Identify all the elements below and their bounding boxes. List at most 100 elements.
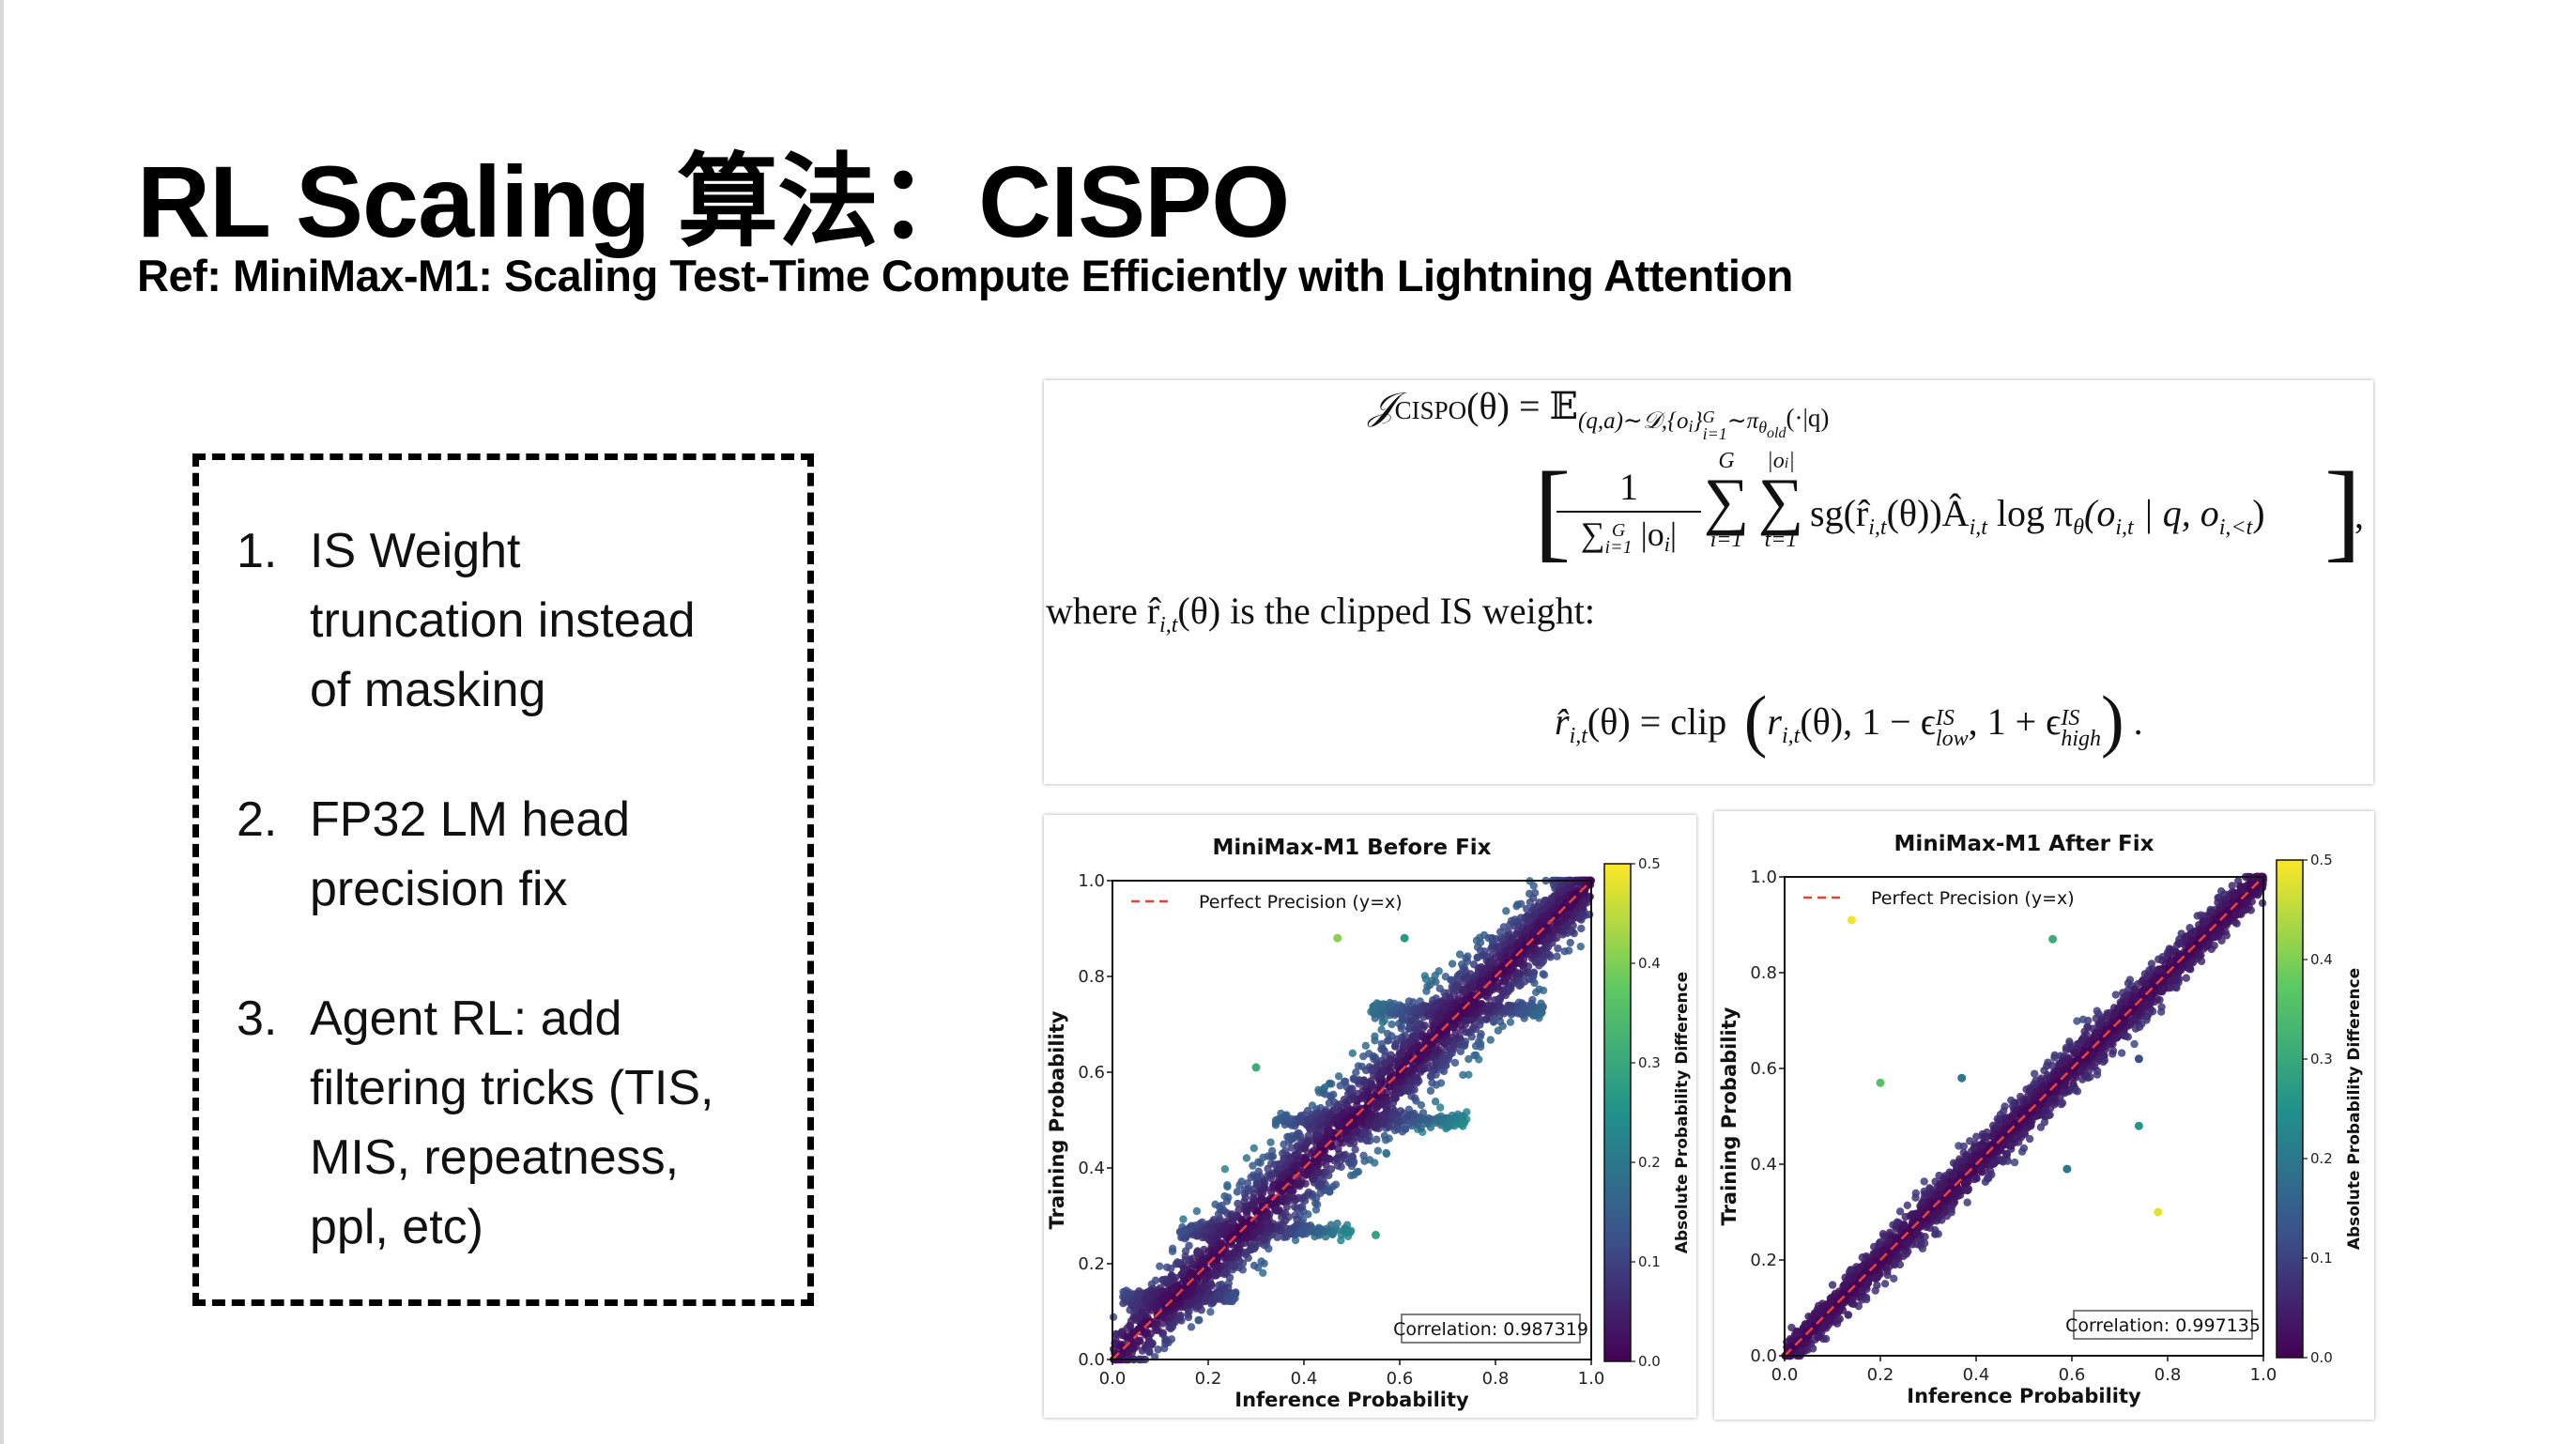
scatter-point: [1304, 1137, 1312, 1146]
scatter-point: [1549, 880, 1558, 889]
scatter-point: [2036, 1123, 2046, 1131]
scatter-point: [1268, 1152, 1278, 1160]
x-tick-label: 0.2: [1195, 1369, 1222, 1389]
band-point: [1333, 1113, 1342, 1122]
scatter-point: [1412, 1073, 1420, 1082]
scatter-point: [1432, 1046, 1440, 1054]
scatter-point: [1469, 960, 1479, 969]
scatter-point: [1316, 1139, 1326, 1148]
band-point: [1343, 1228, 1353, 1237]
scatter-point: [1230, 1247, 1239, 1256]
scatter-point: [1285, 1175, 1294, 1184]
scatter-point: [1247, 1245, 1255, 1254]
scatter-point: [1352, 1068, 1360, 1077]
scatter-point: [1400, 1040, 1408, 1050]
band-point: [1429, 1004, 1437, 1012]
scatter-point: [1360, 1079, 1369, 1087]
scatter-point: [1274, 1165, 1282, 1174]
scatter-point: [1212, 1270, 1220, 1280]
scatter-point: [1233, 1188, 1242, 1196]
scatter-point: [1395, 1077, 1403, 1085]
scatter-point: [1844, 1311, 1852, 1319]
scatter-point: [1409, 1060, 1418, 1068]
scatter-point: [2073, 1017, 2081, 1025]
scatter-point: [1470, 1051, 1479, 1060]
scatter-point: [1516, 980, 1526, 989]
scatter-point: [1467, 980, 1477, 989]
x-tick-label: 0.0: [1099, 1369, 1127, 1389]
scatter-point: [1498, 977, 1508, 986]
scatter-point: [1288, 1192, 1297, 1201]
scatter-point: [1554, 944, 1562, 953]
scatter-point: [1464, 1054, 1473, 1064]
band-point: [1216, 1227, 1224, 1236]
right-bracket: ]: [2324, 449, 2362, 572]
scatter-point: [1327, 1080, 1336, 1088]
scatter-point: [1248, 1199, 1256, 1207]
scatter-point: [1529, 952, 1538, 961]
scatter-point: [1394, 1084, 1403, 1093]
y-tick-label: 1.0: [1078, 871, 1105, 891]
scatter-point: [1506, 1018, 1515, 1026]
scatter-point: [1510, 915, 1519, 924]
slide-left-edge: [0, 0, 4, 1444]
band-point: [1180, 1226, 1188, 1236]
scatter-point: [1180, 1265, 1188, 1273]
band-point: [1387, 1001, 1396, 1009]
scatter-point: [1428, 1079, 1436, 1087]
scatter-point: [1367, 1064, 1376, 1073]
key-point-line: IS Weight: [310, 524, 521, 578]
scatter-point: [1278, 1174, 1287, 1182]
key-point-line: truncation instead: [310, 593, 696, 648]
scatter-point: [1555, 896, 1564, 904]
scatter-point: [1199, 1254, 1208, 1263]
band-point: [1265, 1223, 1274, 1233]
scatter-point: [1162, 1263, 1172, 1271]
band-point: [1289, 1223, 1298, 1232]
scatter-point: [1426, 1086, 1435, 1095]
band-point: [1439, 1003, 1448, 1012]
scatter-point: [1450, 1058, 1460, 1068]
scatter-point: [1519, 966, 1527, 975]
band-point: [1517, 1007, 1526, 1017]
scatter-point: [1240, 1186, 1250, 1194]
scatter-point: [1211, 1200, 1219, 1209]
scatter-point: [1158, 1313, 1168, 1322]
scatter-point: [2172, 983, 2181, 992]
chart-title: MiniMax-M1 Before Fix: [1212, 836, 1491, 860]
scatter-point: [1434, 967, 1443, 975]
scatter-point: [1544, 935, 1554, 944]
scatter-point: [1505, 945, 1513, 954]
scatter-point: [1487, 945, 1495, 953]
scatter-point: [1283, 1132, 1292, 1142]
scatter-point: [1406, 1077, 1415, 1086]
scatter-point: [1409, 1032, 1418, 1040]
band-point: [1482, 1014, 1491, 1023]
scatter-point: [1309, 1174, 1318, 1182]
band-point: [1488, 1002, 1496, 1011]
scatter-point: [1452, 982, 1461, 991]
x-axis-label: Inference Probability: [1234, 1389, 1469, 1411]
scatter-point: [1476, 1021, 1484, 1029]
plot-frame: [1112, 880, 1592, 1360]
scatter-point: [1526, 898, 1535, 907]
scatter-point: [1286, 1154, 1295, 1163]
scatter-point: [1461, 1020, 1470, 1029]
scatter-point: [1440, 1054, 1449, 1063]
x-tick-label: 1.0: [1578, 1369, 1605, 1389]
band-point: [1457, 1112, 1466, 1121]
band-point: [1241, 1232, 1250, 1241]
scatter-point: [1390, 1091, 1399, 1100]
scatter-point: [1289, 1134, 1298, 1143]
scatter-point: [1250, 1144, 1258, 1153]
scatter-point: [1895, 1207, 1905, 1216]
scatter-point: [1234, 1199, 1242, 1208]
scatter-point: [1388, 1020, 1396, 1029]
scatter-point: [1348, 1152, 1357, 1160]
colorbar-tick-label: 0.2: [1638, 1154, 1661, 1171]
scatter-point: [1377, 1025, 1386, 1034]
scatter-point: [1428, 976, 1436, 985]
scatter-point: [1142, 1329, 1151, 1338]
